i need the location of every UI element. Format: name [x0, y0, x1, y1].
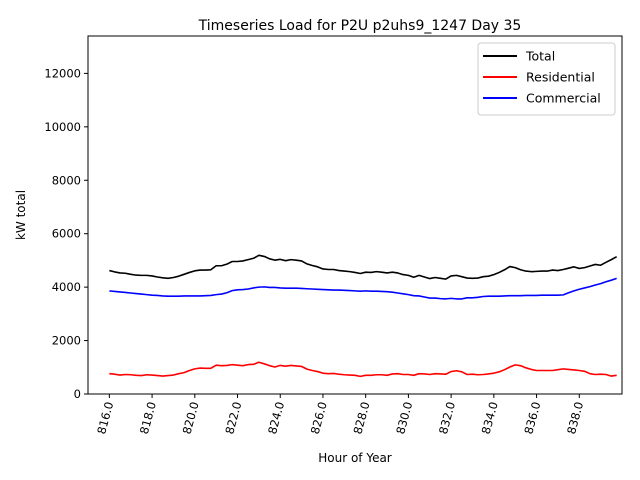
series-line-total	[109, 254, 618, 280]
legend-label-residential: Residential	[526, 70, 595, 85]
series-line-residential	[109, 361, 617, 378]
y-axis: 0 2000 4000 6000 8000 10000 12000	[44, 66, 88, 401]
y-tick-label: 12000	[44, 66, 81, 80]
series-layer	[109, 254, 618, 378]
y-tick-label: 4000	[52, 280, 81, 294]
y-tick-label: 6000	[52, 227, 81, 241]
x-axis-label: Hour of Year	[318, 451, 392, 465]
series-line-commercial	[109, 277, 617, 300]
chart-title: Timeseries Load for P2U p2uhs9_1247 Day …	[198, 18, 522, 34]
y-tick-label: 10000	[44, 120, 81, 134]
legend-label-total: Total	[525, 49, 555, 64]
y-tick-label: 2000	[52, 334, 81, 348]
y-tick-label: 8000	[52, 173, 81, 187]
legend: Total Residential Commercial	[477, 42, 616, 116]
plot-frame	[87, 35, 623, 395]
y-tick-label: 0	[74, 387, 81, 401]
y-axis-label: kW total	[14, 190, 28, 240]
legend-label-commercial: Commercial	[526, 91, 601, 106]
